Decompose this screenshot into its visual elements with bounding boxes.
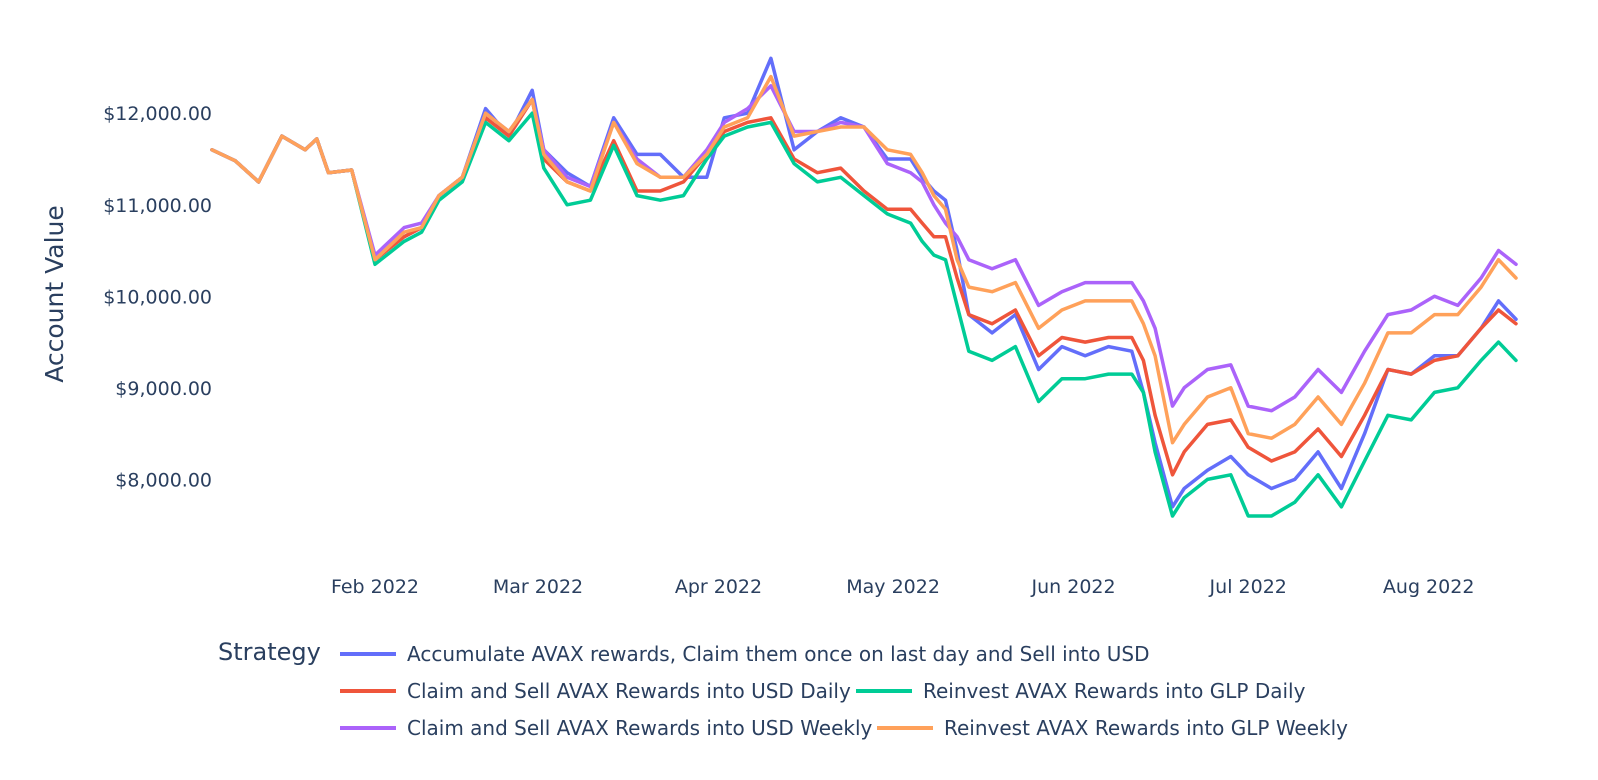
x-tick-label: Jul 2022 bbox=[1209, 576, 1287, 598]
y-tick-label: $11,000.00 bbox=[103, 195, 212, 217]
y-tick-label: $12,000.00 bbox=[103, 103, 212, 125]
series-line-2 bbox=[210, 97, 1518, 477]
series-line-4 bbox=[210, 84, 1518, 413]
legend-item[interactable]: Accumulate AVAX rewards, Claim them once… bbox=[340, 642, 1150, 666]
y-axis-title: Account Value bbox=[40, 205, 69, 383]
legend-label: Reinvest AVAX Rewards into GLP Weekly bbox=[944, 716, 1348, 740]
legend-label: Reinvest AVAX Rewards into GLP Daily bbox=[923, 679, 1306, 703]
x-tick-label: May 2022 bbox=[846, 576, 940, 598]
series-line-3 bbox=[210, 111, 1518, 518]
legend-item[interactable]: Reinvest AVAX Rewards into GLP Weekly bbox=[877, 716, 1348, 740]
legend-item[interactable]: Claim and Sell AVAX Rewards into USD Wee… bbox=[340, 716, 873, 740]
y-tick-label: $10,000.00 bbox=[103, 286, 212, 308]
x-tick-label: Mar 2022 bbox=[493, 576, 583, 598]
legend-label: Accumulate AVAX rewards, Claim them once… bbox=[407, 642, 1150, 666]
legend-label: Claim and Sell AVAX Rewards into USD Dai… bbox=[407, 679, 851, 703]
legend: Strategy Accumulate AVAX rewards, Claim … bbox=[218, 638, 1348, 740]
plot-area bbox=[210, 56, 1518, 518]
y-tick-label: $8,000.00 bbox=[115, 469, 212, 491]
x-tick-label: Feb 2022 bbox=[331, 576, 419, 598]
legend-item[interactable]: Reinvest AVAX Rewards into GLP Daily bbox=[856, 679, 1306, 703]
x-tick-label: Apr 2022 bbox=[675, 576, 762, 598]
x-axis-ticks: Feb 2022 Mar 2022 Apr 2022 May 2022 Jun 2022… bbox=[331, 576, 1474, 598]
legend-title: Strategy bbox=[218, 638, 321, 666]
series-line-5 bbox=[210, 74, 1518, 445]
y-axis-ticks: $8,000.00 $9,000.00 $10,000.00 $11,000.00 $1… bbox=[103, 103, 212, 491]
x-tick-label: Aug 2022 bbox=[1383, 576, 1475, 598]
legend-label: Claim and Sell AVAX Rewards into USD Wee… bbox=[407, 716, 873, 740]
x-tick-label: Jun 2022 bbox=[1031, 576, 1116, 598]
legend-item[interactable]: Claim and Sell AVAX Rewards into USD Dai… bbox=[340, 679, 851, 703]
y-tick-label: $9,000.00 bbox=[115, 378, 212, 400]
